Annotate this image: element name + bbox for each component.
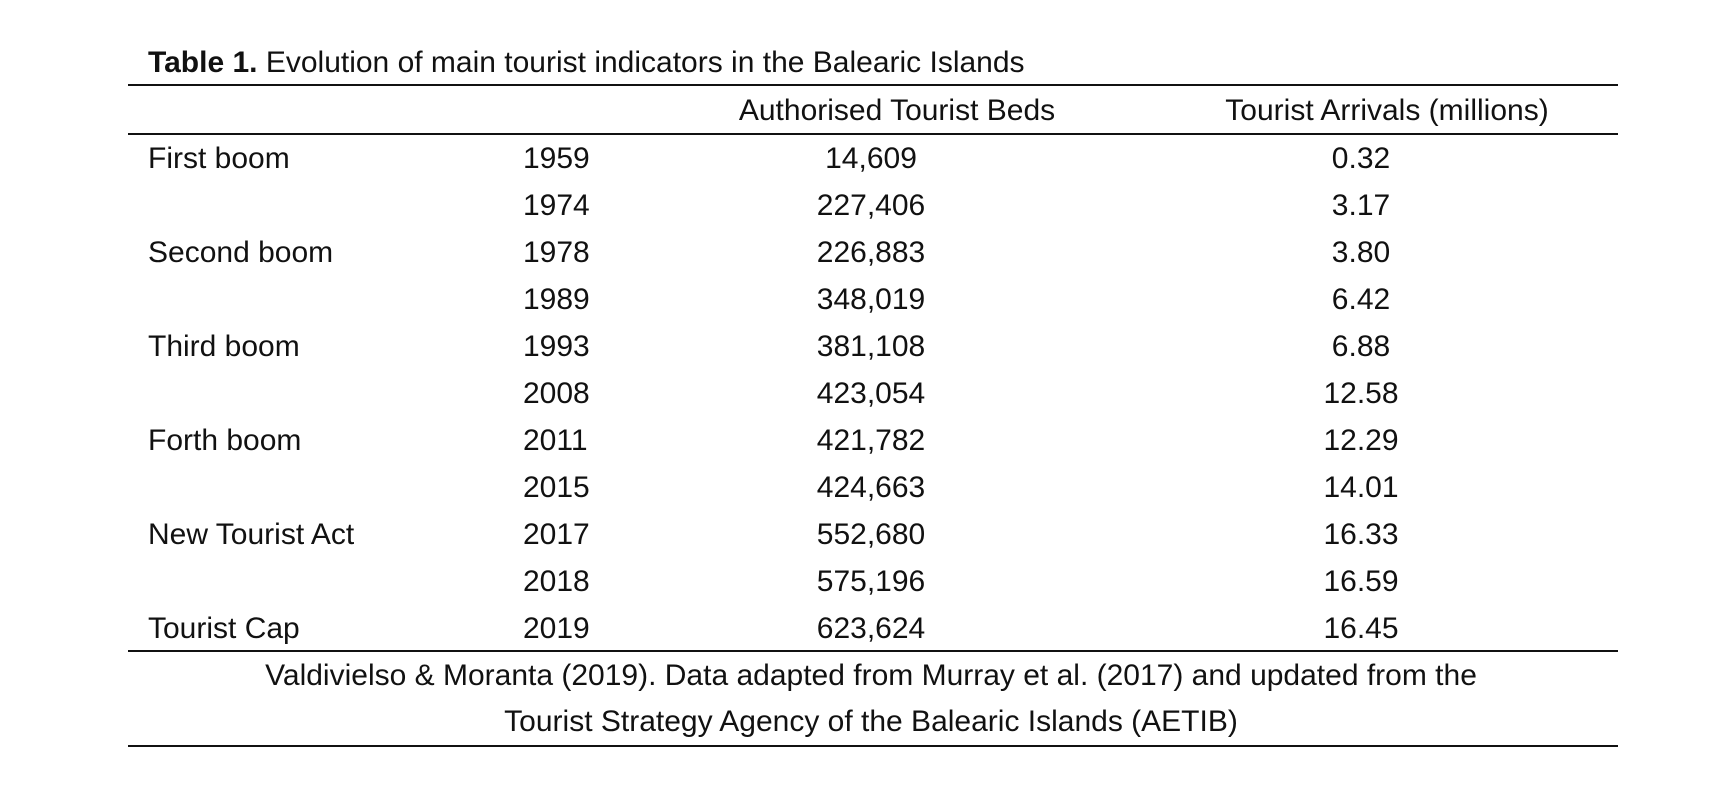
year-cell: 1978 [523, 236, 590, 269]
beds-cell: 623,624 [816, 612, 926, 645]
caption-text: Evolution of main tourist indicators in … [265, 46, 1025, 79]
year-cell: 1974 [523, 189, 590, 222]
year-cell: 2015 [523, 471, 590, 504]
header-rule [128, 133, 1618, 135]
body-rule [128, 650, 1618, 652]
arrivals-cell: 12.29 [1323, 424, 1399, 457]
year-cell: 2017 [523, 518, 590, 551]
beds-cell: 381,108 [816, 330, 926, 363]
row-label: Second boom [148, 236, 334, 269]
year-cell: 1993 [523, 330, 590, 363]
arrivals-cell: 16.45 [1323, 612, 1399, 645]
beds-cell: 348,019 [816, 283, 926, 316]
row-label: New Tourist Act [148, 518, 355, 551]
row-label: Third boom [148, 330, 300, 363]
arrivals-cell: 14.01 [1323, 471, 1399, 504]
year-cell: 2018 [523, 565, 590, 598]
beds-cell: 226,883 [816, 236, 926, 269]
beds-cell: 421,782 [816, 424, 926, 457]
row-label: Tourist Cap [148, 612, 300, 645]
arrivals-cell: 16.33 [1323, 518, 1399, 551]
row-label: First boom [148, 142, 290, 175]
beds-cell: 14,609 [825, 142, 917, 175]
year-cell: 2008 [523, 377, 590, 410]
arrivals-cell: 0.32 [1331, 142, 1391, 175]
source-line: Tourist Strategy Agency of the Balearic … [504, 705, 1238, 738]
row-label: Forth boom [148, 424, 302, 457]
bottom-rule [128, 745, 1618, 747]
arrivals-cell: 3.80 [1331, 236, 1391, 269]
arrivals-cell: 6.88 [1331, 330, 1391, 363]
year-cell: 2011 [523, 424, 588, 457]
caption-label: Table 1. [148, 46, 258, 79]
beds-cell: 424,663 [816, 471, 926, 504]
column-header: Tourist Arrivals (millions) [1225, 94, 1549, 127]
year-cell: 1959 [523, 142, 590, 175]
beds-cell: 552,680 [816, 518, 926, 551]
top-rule [128, 84, 1618, 86]
beds-cell: 227,406 [816, 189, 926, 222]
arrivals-cell: 16.59 [1323, 565, 1399, 598]
arrivals-cell: 6.42 [1331, 283, 1391, 316]
source-line: Valdivielso & Moranta (2019). Data adapt… [265, 659, 1477, 692]
table-caption: Table 1. Evolution of main tourist indic… [148, 48, 1025, 78]
beds-cell: 575,196 [816, 565, 926, 598]
year-cell: 2019 [523, 612, 590, 645]
year-cell: 1989 [523, 283, 590, 316]
arrivals-cell: 12.58 [1323, 377, 1399, 410]
beds-cell: 423,054 [816, 377, 926, 410]
arrivals-cell: 3.17 [1331, 189, 1391, 222]
column-header: Authorised Tourist Beds [738, 94, 1056, 127]
